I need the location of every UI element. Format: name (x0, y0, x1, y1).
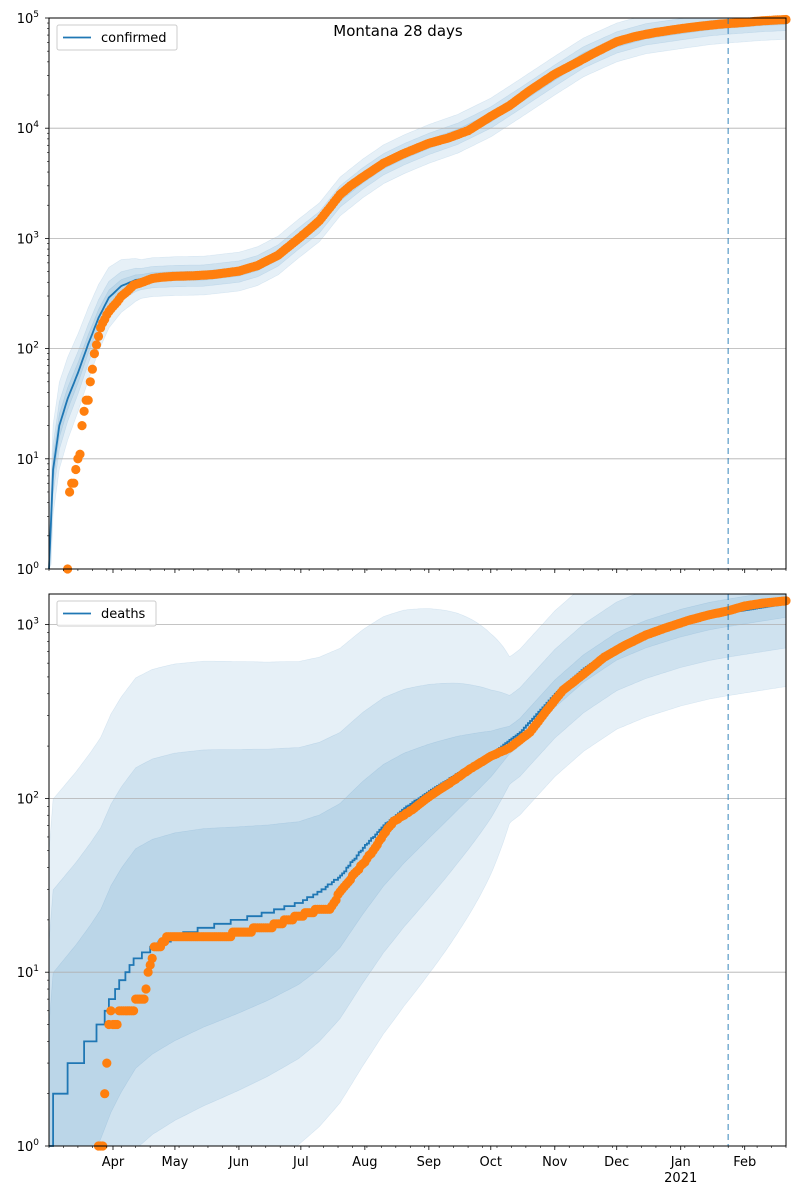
observed-point (143, 967, 153, 977)
y-tick-label: 103 (17, 617, 39, 634)
observed-point (71, 464, 81, 475)
confirmed-axes-frame (48, 17, 787, 570)
legend-label-deaths: deaths (101, 607, 146, 622)
observed-point (112, 1019, 122, 1030)
x-tick-label: Jan (670, 1155, 691, 1170)
deaths-y-axis: 100 101 102 103 (17, 617, 49, 1155)
x-tick-label: Oct (480, 1155, 502, 1170)
x-tick-label: Dec (604, 1155, 629, 1170)
deaths-legend: deaths (56, 600, 157, 627)
x-tick-label: Apr (102, 1155, 125, 1170)
confirmed-observed-points (63, 14, 791, 574)
x-tick-label: Sep (417, 1155, 442, 1170)
deaths-panel: 100 101 102 103 Apr May Jun Jul Aug Sep Oct Nov Dec… (17, 593, 791, 1170)
legend-label-confirmed: confirmed (101, 31, 167, 46)
observed-point (87, 364, 97, 374)
y-tick-label: 101 (17, 964, 39, 981)
x-tick-label: Feb (733, 1155, 756, 1170)
x-tick-label: Nov (542, 1155, 568, 1170)
observed-point (91, 340, 102, 350)
observed-point (129, 1006, 139, 1016)
confirmed-panel: 100 101 102 103 104 105 confirmed (17, 10, 791, 578)
y-tick-label: 100 (17, 561, 40, 578)
confirmed-x-axis (48, 569, 787, 573)
deaths-axes-frame (48, 593, 787, 1147)
observed-point (83, 395, 93, 405)
observed-point (65, 487, 75, 497)
observed-point (93, 331, 104, 341)
observed-point (69, 478, 79, 488)
confirmed-grid (49, 127, 786, 460)
legend-box (56, 600, 157, 627)
observed-point (79, 406, 89, 416)
chart-title: Montana 28 days (333, 22, 463, 40)
observed-point (147, 953, 157, 964)
observed-point (77, 421, 87, 431)
confirmed-legend: confirmed (56, 24, 178, 51)
observed-point (102, 1058, 112, 1068)
x-tick-label: May (161, 1155, 188, 1170)
observed-point (89, 349, 99, 359)
x-tick-label: Jun (228, 1155, 249, 1170)
observed-point (141, 984, 151, 994)
y-tick-label: 102 (17, 341, 39, 358)
observed-point (75, 449, 85, 459)
year-label: 2021 (664, 1171, 697, 1186)
y-tick-label: 105 (17, 10, 39, 27)
legend-box (56, 24, 178, 51)
y-tick-label: 101 (17, 451, 39, 468)
observed-point (106, 1006, 116, 1016)
observed-point (85, 377, 95, 387)
y-tick-label: 103 (17, 230, 39, 247)
y-tick-label: 100 (17, 1138, 40, 1155)
x-tick-label: Jul (292, 1155, 309, 1170)
observed-point (100, 1089, 110, 1099)
x-tick-label: Aug (352, 1155, 377, 1170)
deaths-observed-points (93, 596, 791, 1151)
confirmed-y-axis: 100 101 102 103 104 105 (17, 10, 49, 578)
deaths-x-axis: Apr May Jun Jul Aug Sep Oct Nov Dec Jan Feb (48, 1146, 787, 1170)
observed-point (139, 994, 149, 1004)
y-tick-label: 104 (17, 120, 40, 137)
y-tick-label: 102 (17, 790, 39, 807)
